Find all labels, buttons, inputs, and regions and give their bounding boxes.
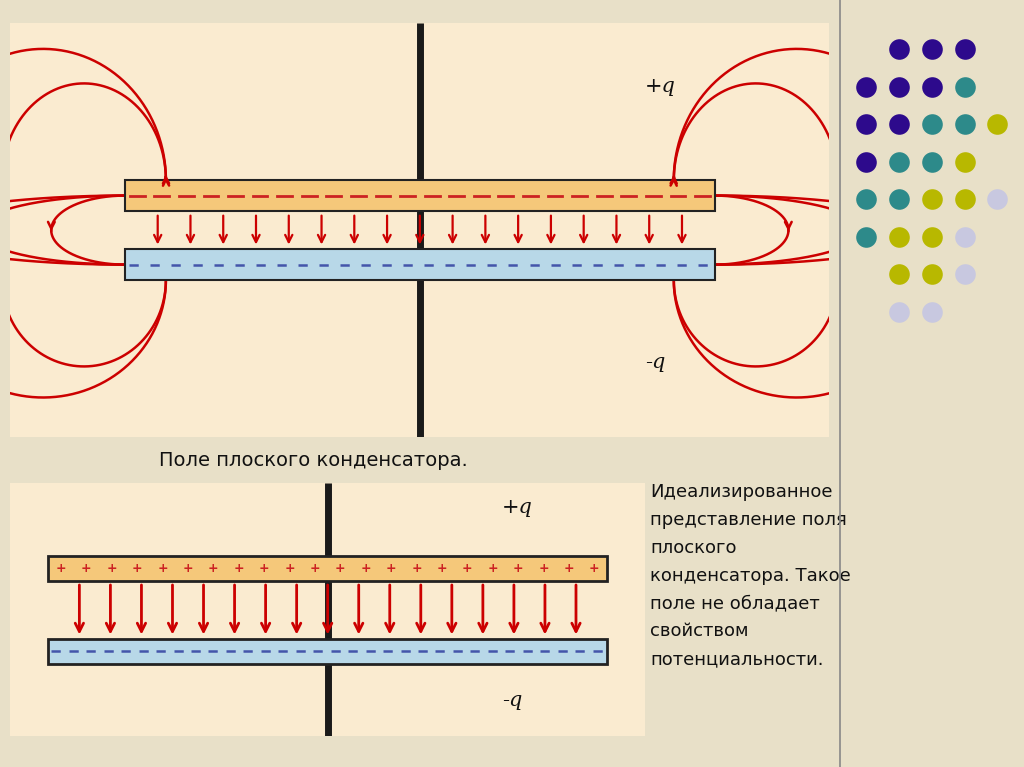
Point [891,231,907,243]
Text: +q: +q [503,498,534,517]
Bar [125,180,715,211]
Text: Поле плоского конденсатора.: Поле плоского конденсатора. [160,451,468,469]
Point [956,81,973,93]
Point [891,156,907,168]
Text: +: + [563,562,574,574]
Text: +q: +q [645,77,676,96]
Point [924,231,940,243]
Point [891,193,907,206]
Point [924,156,940,168]
Text: +: + [208,562,219,574]
Bar [48,638,607,663]
Bar [48,555,607,581]
Point [891,81,907,93]
Text: +: + [182,562,194,574]
Text: +: + [386,562,396,574]
Point [989,118,1006,130]
Point [956,193,973,206]
Text: +: + [233,562,244,574]
Text: +: + [158,562,168,574]
Point [924,118,940,130]
Text: +: + [309,562,321,574]
Point [956,43,973,55]
Point [924,306,940,318]
Point [956,156,973,168]
Text: +: + [106,562,117,574]
Point [858,193,874,206]
Text: +: + [462,562,473,574]
Point [956,118,973,130]
Text: +: + [132,562,142,574]
Point [956,268,973,281]
Text: +: + [539,562,549,574]
Text: +: + [513,562,523,574]
Point [924,268,940,281]
Point [924,43,940,55]
Point [858,156,874,168]
Point [924,81,940,93]
Text: +: + [81,562,92,574]
Point [858,118,874,130]
Point [989,193,1006,206]
Text: Идеализированное
представление поля
плоского
конденсатора. Такое
поле не обладае: Идеализированное представление поля плос… [650,483,851,668]
Text: +: + [412,562,422,574]
Point [891,306,907,318]
Text: +: + [335,562,346,574]
Text: +: + [487,562,498,574]
Text: -q: -q [645,353,666,372]
Text: +: + [285,562,295,574]
Point [924,193,940,206]
Text: +: + [259,562,269,574]
Bar [125,249,715,280]
Point [956,231,973,243]
Point [858,81,874,93]
Point [891,118,907,130]
Text: +: + [436,562,447,574]
Text: -q: -q [503,691,522,710]
Text: +: + [55,562,67,574]
Point [891,268,907,281]
Point [858,231,874,243]
Text: +: + [589,562,600,574]
Point [891,43,907,55]
Text: +: + [360,562,371,574]
